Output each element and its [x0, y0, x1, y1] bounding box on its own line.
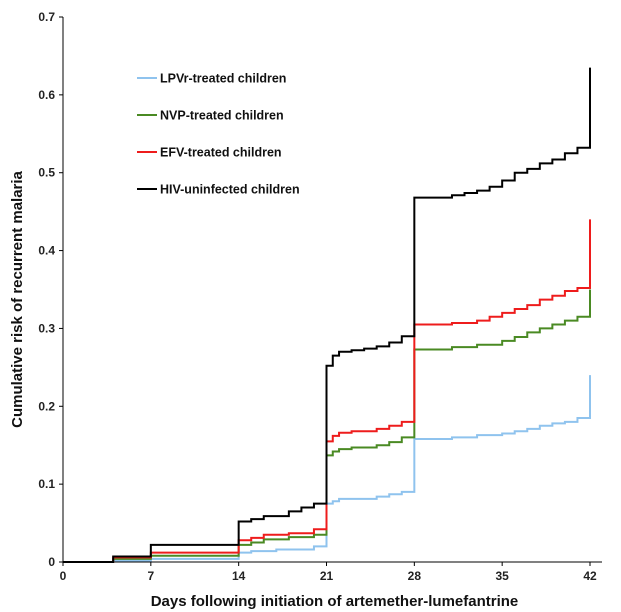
y-tick-label: 0.6 — [38, 88, 55, 102]
series-line-1 — [63, 289, 591, 563]
legend: LPVr-treated children NVP-treated childre… — [137, 72, 300, 197]
y-tick-label: 0.3 — [38, 321, 55, 335]
legend-label: NVP-treated children — [160, 109, 284, 123]
x-tick-label: 28 — [408, 569, 422, 583]
x-axis-title: Days following initiation of artemether-… — [151, 593, 519, 610]
series-line-2 — [63, 219, 591, 563]
y-tick-label: 0.4 — [38, 244, 55, 258]
y-axis-title: Cumulative risk of recurrent malaria — [9, 170, 26, 427]
x-tick-label: 42 — [583, 569, 597, 583]
series-layer — [63, 67, 591, 563]
x-tick-label: 14 — [232, 569, 246, 583]
legend-label: HIV-uninfected children — [160, 183, 300, 197]
series-line-3 — [63, 67, 591, 563]
x-tick-label: 0 — [60, 569, 67, 583]
series-line-0 — [63, 375, 591, 563]
x-tick-label: 21 — [320, 569, 334, 583]
y-tick-label: 0.2 — [38, 399, 55, 413]
x-tick-label: 35 — [495, 569, 509, 583]
legend-label: EFV-treated children — [160, 146, 282, 160]
y-tick-label: 0.7 — [38, 10, 55, 24]
x-tick-label: 7 — [147, 569, 154, 583]
y-tick-label: 0.5 — [38, 166, 55, 180]
axes: 0 0.1 0.2 0.3 0.4 0.5 0.6 0.7 0 7 14 21 28 35 42 — [38, 10, 602, 583]
y-tick-label: 0 — [48, 555, 55, 569]
legend-label: LPVr-treated children — [160, 72, 286, 86]
y-tick-label: 0.1 — [38, 477, 55, 491]
